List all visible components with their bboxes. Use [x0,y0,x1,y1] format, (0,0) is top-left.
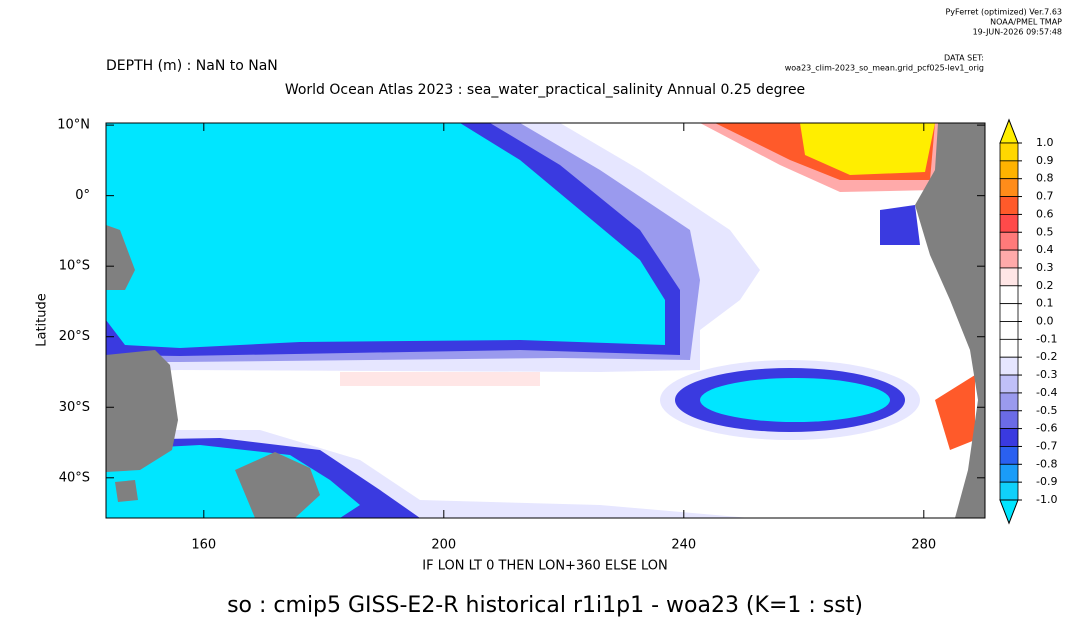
shade [935,375,975,450]
shade [800,123,935,175]
colorbar-bin [999,267,1019,287]
colorbar-label: 0.2 [1036,279,1054,292]
colorbar-bin [999,303,1019,322]
map-field [106,123,985,518]
y-tick-label: 10°N [57,118,90,133]
depth-label: DEPTH (m) : NaN to NaN [106,58,278,74]
colorbar-bin [999,410,1019,430]
colorbar-label: -0.2 [1036,350,1057,363]
dataset: woa23_clim-2023_so_mean.grid_pcf025-lev1… [785,64,984,73]
colorbar-label: -0.3 [1036,368,1057,381]
colorbar-label: 0.9 [1036,154,1054,167]
colorbar-bin [999,338,1019,358]
colorbar-bin [999,463,1019,483]
colorbar-label: 0.3 [1036,261,1054,274]
shade [340,372,540,386]
colorbar-bin [999,446,1019,465]
colorbar-bin [999,392,1019,412]
x-tick-label: 200 [431,538,456,553]
colorbar-bin [999,249,1019,269]
colorbar-bin [999,374,1019,394]
colorbar-triangle [999,118,1019,144]
land [915,123,985,518]
x-tick-label: 240 [671,538,696,553]
x-axis-label: IF LON LT 0 THEN LON+360 ELSE LON [422,559,667,574]
dataset-label: DATA SET: [944,54,984,63]
colorbar-label: 0.7 [1036,190,1054,203]
colorbar-label: 0.5 [1036,225,1054,238]
y-tick-label: 10°S [59,259,90,274]
colorbar-bin [999,428,1019,447]
colorbar-bin [999,285,1019,305]
shade [106,123,665,348]
y-tick-label: 0° [75,188,90,203]
caption: so : cmip5 GISS-E2-R historical r1i1p1 -… [227,593,863,618]
x-tick-label: 280 [911,538,936,553]
land [115,480,138,502]
y-tick-label: 20°S [59,329,90,344]
colorbar-bin [999,481,1019,501]
colorbar-label: 0.8 [1036,172,1054,185]
chart-title: World Ocean Atlas 2023 : sea_water_pract… [285,82,805,98]
colorbar-label: -0.5 [1036,404,1057,417]
colorbar-label: 0.4 [1036,243,1054,256]
shade [700,378,890,422]
colorbar-bin [999,196,1019,215]
colorbar-bin [999,231,1019,251]
date: 19-JUN-2026 09:57:48 [973,28,1062,37]
colorbar-bin [999,160,1019,180]
colorbar-bin [999,356,1019,376]
land [106,225,135,290]
colorbar-label: -0.8 [1036,457,1057,470]
colorbar-triangle [999,499,1019,525]
colorbar-label: -0.6 [1036,422,1057,435]
colorbar-label: 0.0 [1036,315,1054,328]
shade [880,205,920,245]
plot-frame [105,122,986,519]
x-tick-label: 160 [191,538,216,553]
colorbar-label: -1.0 [1036,493,1057,506]
land [235,452,320,518]
colorbar-label: 1.0 [1036,136,1054,149]
land [106,350,178,472]
colorbar-label: -0.9 [1036,475,1057,488]
y-axis-label: Latitude [35,293,50,347]
y-tick-label: 40°S [59,470,90,485]
y-tick-label: 30°S [59,400,90,415]
colorbar-label: 0.6 [1036,207,1054,220]
colorbar-label: 0.1 [1036,297,1054,310]
colorbar-label: -0.1 [1036,332,1057,345]
colorbar-bin [999,142,1019,162]
colorbar-label: -0.7 [1036,439,1057,452]
colorbar-bin [999,213,1019,233]
colorbar-bin [999,178,1019,197]
colorbar-label: -0.4 [1036,386,1057,399]
institution: NOAA/PMEL TMAP [990,18,1062,27]
software: PyFerret (optimized) Ver.7.63 [945,8,1062,17]
colorbar-bin [999,321,1019,340]
